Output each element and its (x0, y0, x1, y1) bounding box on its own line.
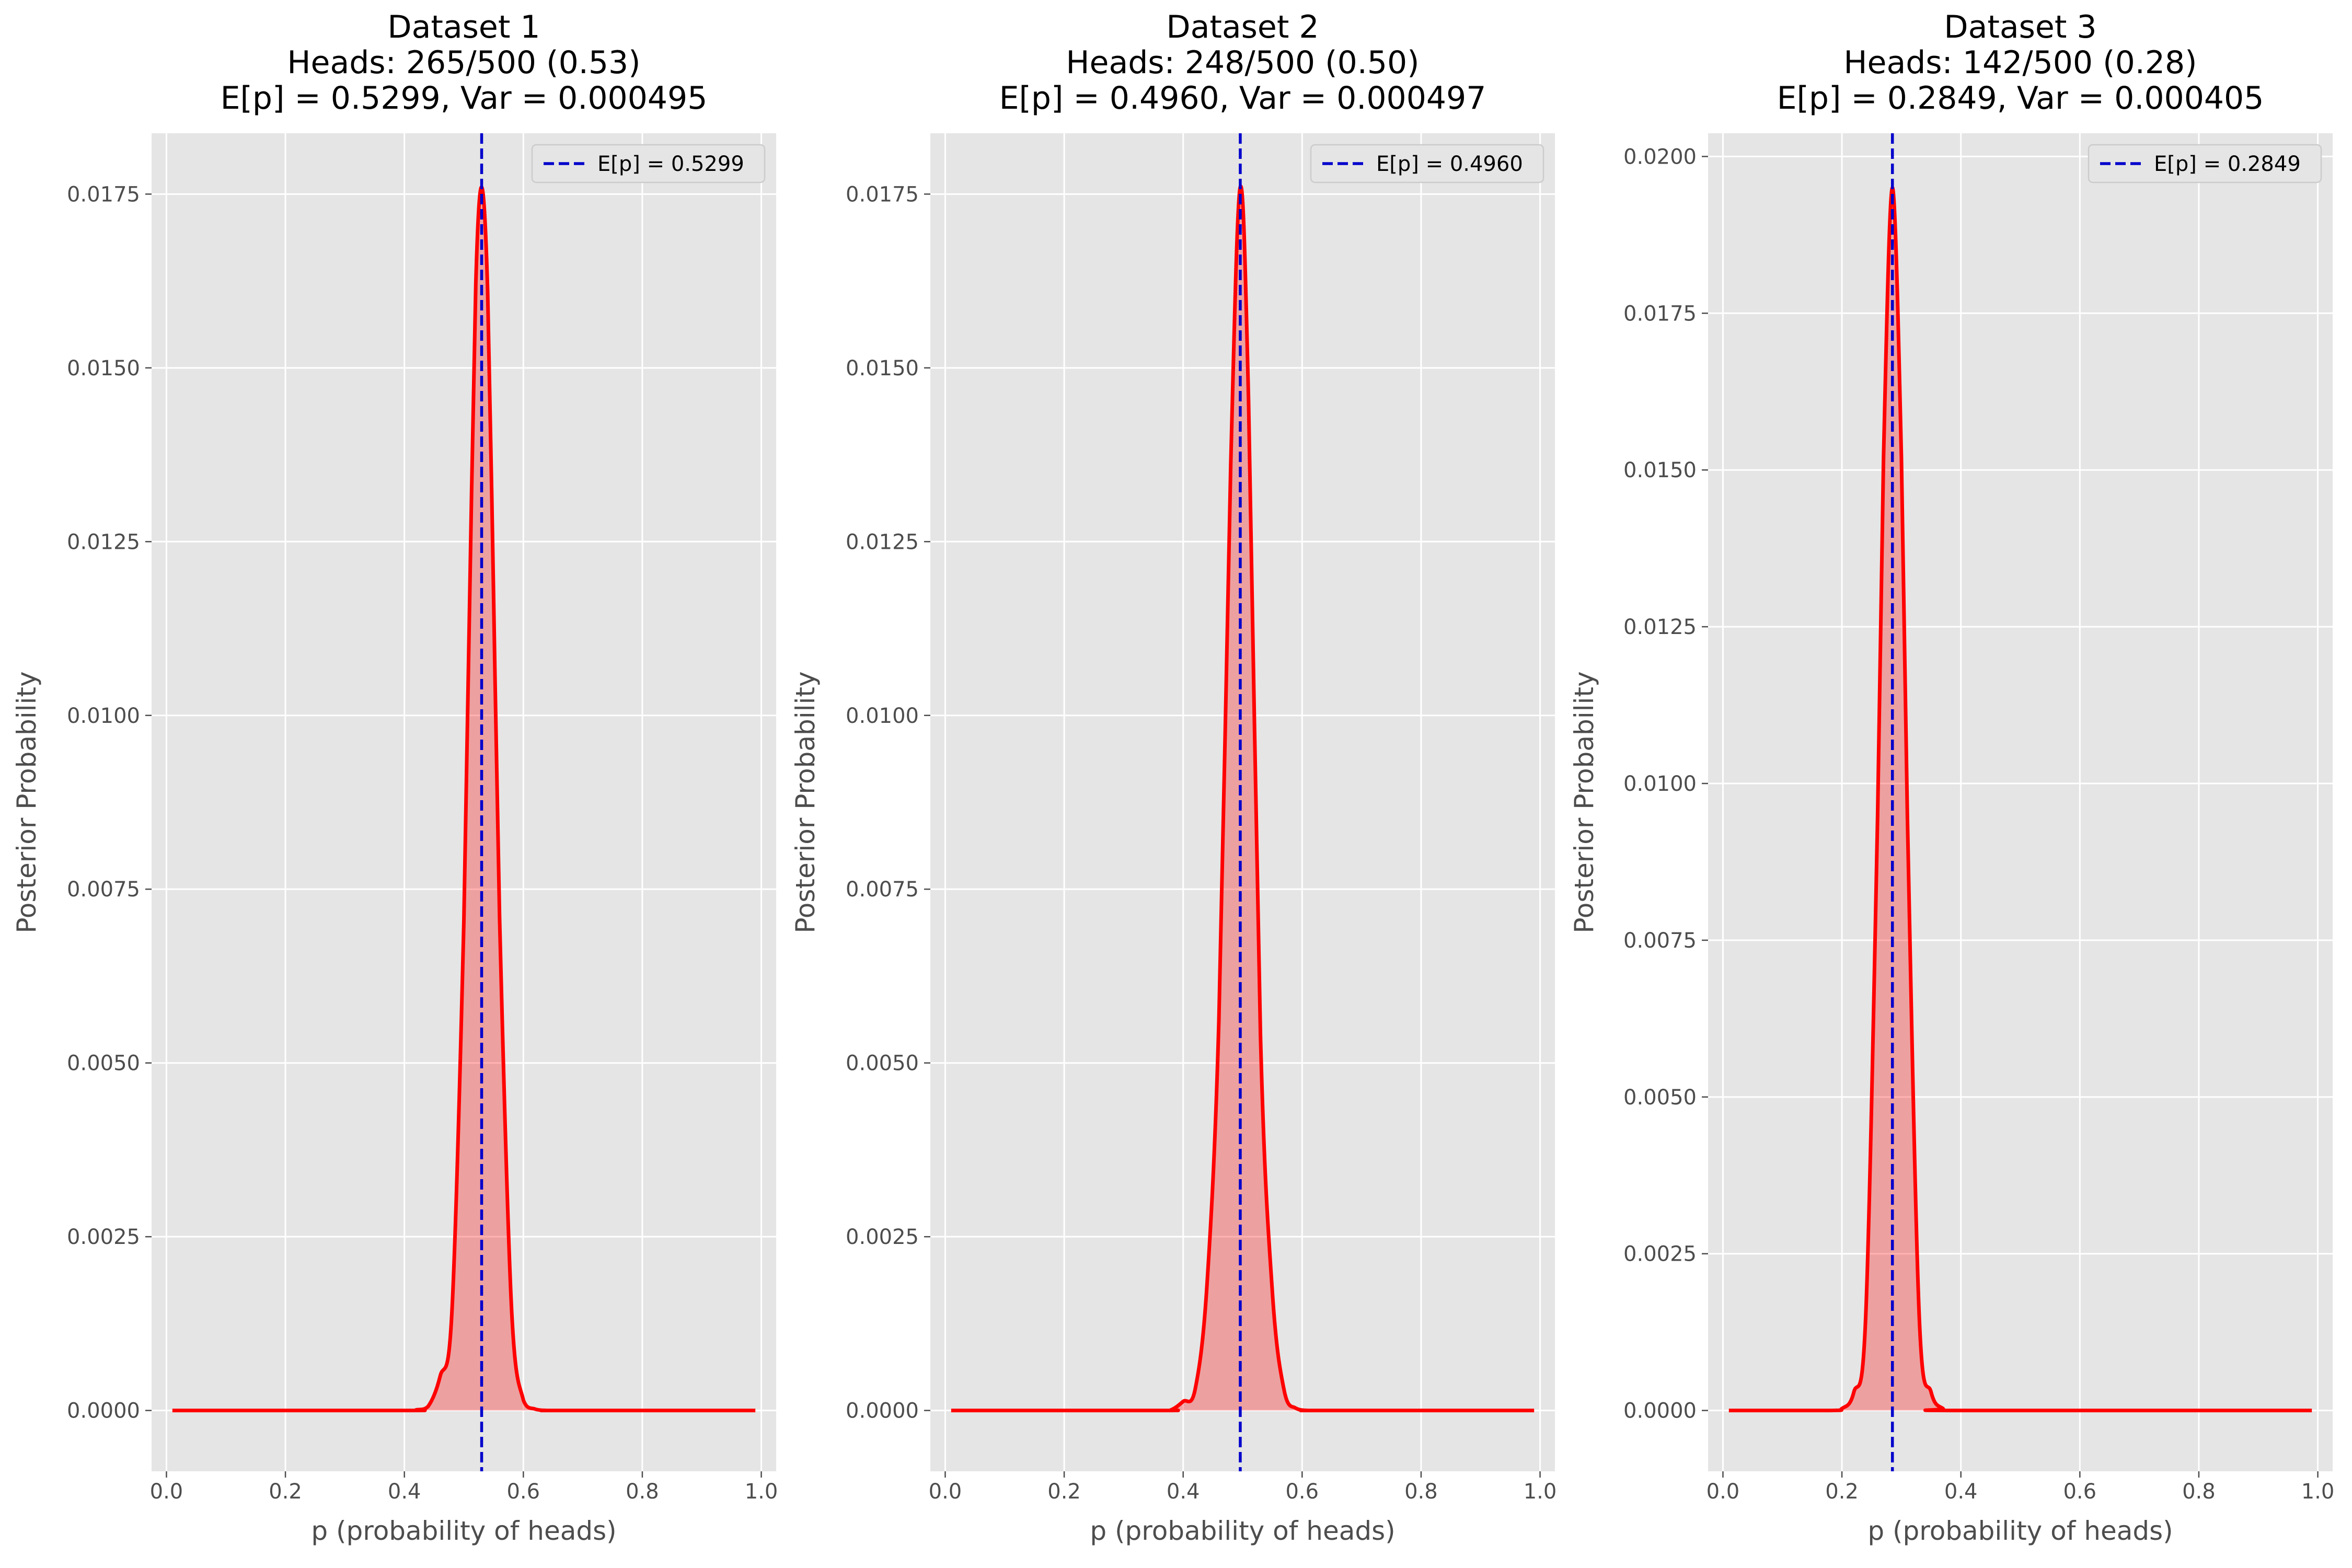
y-tick-label: 0.0025 (1623, 1242, 1697, 1266)
y-tick-label: 0.0075 (846, 878, 919, 902)
y-tick-label: 0.0050 (846, 1052, 919, 1076)
chart-title-line-2: Heads: 142/500 (0.28) (1843, 44, 2197, 81)
y-tick-label: 0.0125 (846, 530, 919, 554)
y-tick-label: 0.0150 (1623, 458, 1697, 482)
plot-area (930, 133, 1555, 1471)
legend: E[p] = 0.4960 (1310, 144, 1544, 183)
chart-title-line-1: Dataset 3 (1944, 9, 2096, 45)
chart-title-line-3: E[p] = 0.4960, Var = 0.000497 (999, 80, 1486, 117)
y-tick-label: 0.0125 (67, 530, 140, 554)
legend-label: E[p] = 0.4960 (1376, 152, 1523, 176)
y-axis-label: Posterior Probability (1569, 671, 1599, 933)
y-tick-label: 0.0175 (846, 182, 919, 206)
posterior-area (951, 186, 1535, 1411)
y-tick-label: 0.0175 (67, 182, 140, 206)
x-tick-label: 0.0 (150, 1480, 183, 1504)
x-axis-label: p (probability of heads) (1867, 1516, 2173, 1546)
legend-box (531, 144, 766, 183)
chart-title-line-1: Dataset 1 (387, 9, 540, 45)
y-tick-label: 0.0025 (846, 1225, 919, 1249)
y-tick-label: 0.0000 (67, 1399, 140, 1423)
x-tick-label: 0.8 (2182, 1480, 2216, 1504)
x-axis-label: p (probability of heads) (311, 1516, 616, 1546)
x-tick-label: 0.6 (2063, 1480, 2096, 1504)
x-tick-label: 1.0 (1524, 1480, 1557, 1504)
legend-box (2088, 144, 2322, 183)
posterior-curve (1728, 186, 2312, 1413)
y-tick-label: 0.0125 (1623, 615, 1697, 639)
y-tick-label: 0.0150 (67, 356, 140, 381)
chart-title-line-1: Dataset 2 (1166, 9, 1319, 45)
x-tick-label: 0.2 (1825, 1480, 1859, 1504)
x-tick-label: 0.2 (269, 1480, 302, 1504)
x-tick-label: 0.8 (626, 1480, 659, 1504)
y-tick-label: 0.0075 (67, 878, 140, 902)
y-tick-label: 0.0075 (1623, 929, 1697, 953)
y-axis-label: Posterior Probability (790, 671, 821, 933)
x-tick-label: 0.0 (1707, 1480, 1740, 1504)
x-tick-label: 0.4 (388, 1480, 421, 1504)
y-tick-label: 0.0100 (1623, 772, 1697, 796)
x-tick-label: 0.0 (929, 1480, 962, 1504)
y-tick-label: 0.0050 (1623, 1086, 1697, 1110)
x-tick-label: 1.0 (745, 1480, 778, 1504)
legend-box (1310, 144, 1544, 183)
plot-area (1708, 133, 2333, 1471)
posterior-area (172, 187, 756, 1411)
x-tick-label: 0.4 (1944, 1480, 1978, 1504)
x-axis-label: p (probability of heads) (1090, 1516, 1395, 1546)
chart-title-line-2: Heads: 248/500 (0.50) (1066, 44, 1419, 81)
y-tick-label: 0.0000 (1623, 1399, 1697, 1423)
x-tick-label: 0.6 (506, 1480, 540, 1504)
y-tick-label: 0.0050 (67, 1052, 140, 1076)
legend: E[p] = 0.2849 (2088, 144, 2322, 183)
x-tick-label: 0.4 (1167, 1480, 1200, 1504)
x-tick-label: 0.6 (1285, 1480, 1319, 1504)
y-tick-label: 0.0000 (846, 1399, 919, 1423)
y-tick-label: 0.0100 (846, 704, 919, 728)
y-tick-label: 0.0025 (67, 1225, 140, 1249)
legend-label: E[p] = 0.5299 (597, 152, 744, 176)
y-tick-label: 0.0150 (846, 356, 919, 381)
legend-label: E[p] = 0.2849 (2154, 152, 2301, 176)
plot-area (152, 133, 776, 1471)
chart-title-line-3: E[p] = 0.2849, Var = 0.000405 (1777, 80, 2264, 117)
posterior-area (1728, 188, 2312, 1411)
y-tick-label: 0.0200 (1623, 145, 1697, 169)
x-tick-label: 0.2 (1047, 1480, 1081, 1504)
x-tick-label: 0.8 (1404, 1480, 1438, 1504)
y-axis-label: Posterior Probability (11, 671, 42, 933)
legend: E[p] = 0.5299 (531, 144, 766, 183)
y-tick-label: 0.0175 (1623, 302, 1697, 326)
chart-title-line-3: E[p] = 0.5299, Var = 0.000495 (221, 80, 708, 117)
chart-title-line-2: Heads: 265/500 (0.53) (287, 44, 640, 81)
x-tick-label: 1.0 (2301, 1480, 2335, 1504)
y-tick-label: 0.0100 (67, 704, 140, 728)
